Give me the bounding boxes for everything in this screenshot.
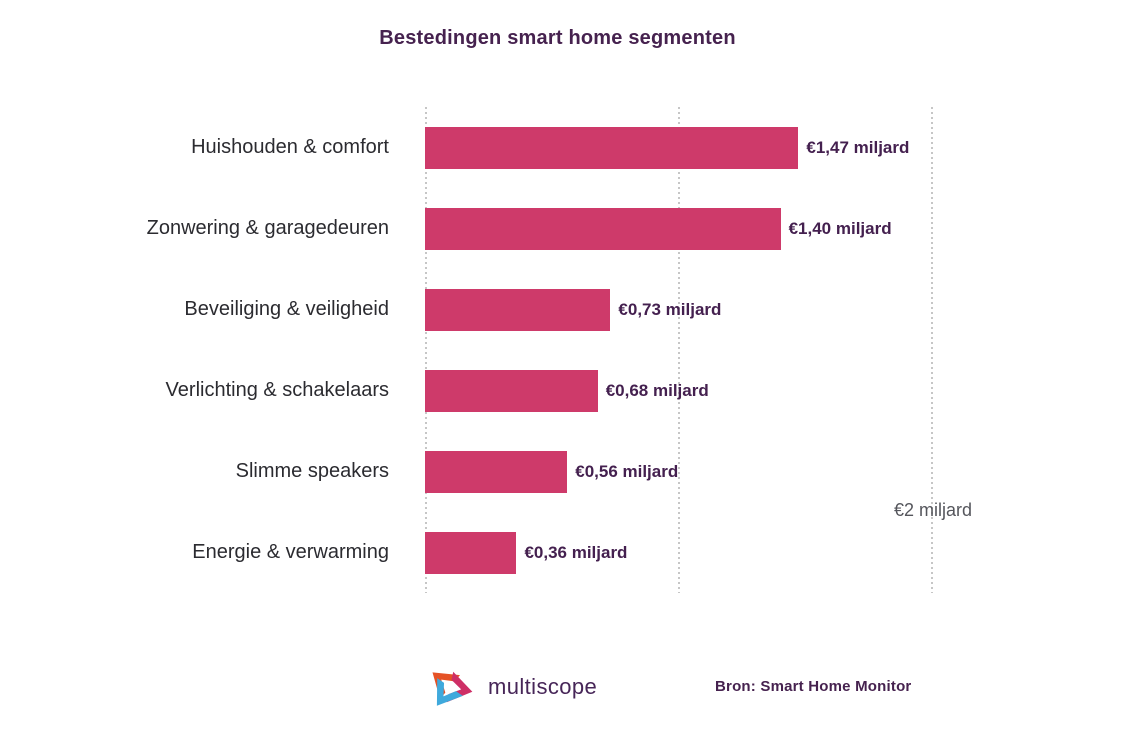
value-label: €1,40 miljard	[788, 218, 892, 238]
category-label: Verlichting & schakelaars	[165, 379, 389, 401]
bar-3	[425, 288, 611, 331]
bar-row: Huishouden & comfort €1,47 miljard	[0, 107, 933, 188]
category-label: Beveiliging & veiligheid	[184, 298, 389, 320]
category-label: Slimme speakers	[235, 460, 389, 482]
value-label: €0,68 miljard	[605, 380, 709, 400]
multiscope-logo: multiscope	[423, 660, 597, 714]
chart-title: Bestedingen smart home segmenten	[379, 27, 736, 49]
bar-rows: Huishouden & comfort €1,47 miljard Zonweri…	[0, 107, 933, 593]
multiscope-logo-text: multiscope	[488, 674, 598, 699]
category-label: Zonwering & garagedeuren	[146, 217, 389, 239]
category-label: Huishouden & comfort	[191, 136, 389, 158]
bar-row: Beveiliging & veiligheid €0,73 miljard	[0, 269, 933, 350]
plot-cell: €0,36 miljard	[425, 531, 933, 574]
plot-cell: €0,73 miljard	[425, 288, 933, 331]
category-label: Energie & verwarming	[192, 541, 389, 563]
bar-row: Slimme speakers €0,56 miljard	[0, 431, 933, 512]
bar-row: Zonwering & garagedeuren €1,40 miljard	[0, 188, 933, 269]
plot-cell: €0,56 miljard	[425, 450, 933, 493]
value-label: €0,56 miljard	[575, 461, 679, 481]
bar-row: Verlichting & schakelaars €0,68 miljard	[0, 350, 933, 431]
multiscope-pinwheel-icon	[432, 671, 473, 706]
x-axis-max-label: €2 miljard	[893, 500, 973, 520]
value-label: €0,73 miljard	[618, 299, 722, 319]
bar-1	[425, 126, 799, 169]
value-label: €1,47 miljard	[806, 137, 910, 157]
bar-2	[425, 207, 781, 250]
bar-row: Energie & verwarming €0,36 miljard	[0, 512, 933, 593]
value-label: €0,36 miljard	[524, 542, 628, 562]
bar-4	[425, 369, 598, 412]
bar-6	[425, 531, 517, 574]
plot-cell: €1,40 miljard	[425, 207, 933, 250]
bar-chart: Huishouden & comfort €1,47 miljard Zonweri…	[0, 107, 933, 593]
plot-cell: €0,68 miljard	[425, 369, 933, 412]
source-text: Bron: Smart Home Monitor	[715, 678, 912, 695]
bar-5	[425, 450, 568, 493]
plot-cell: €1,47 miljard	[425, 126, 933, 169]
